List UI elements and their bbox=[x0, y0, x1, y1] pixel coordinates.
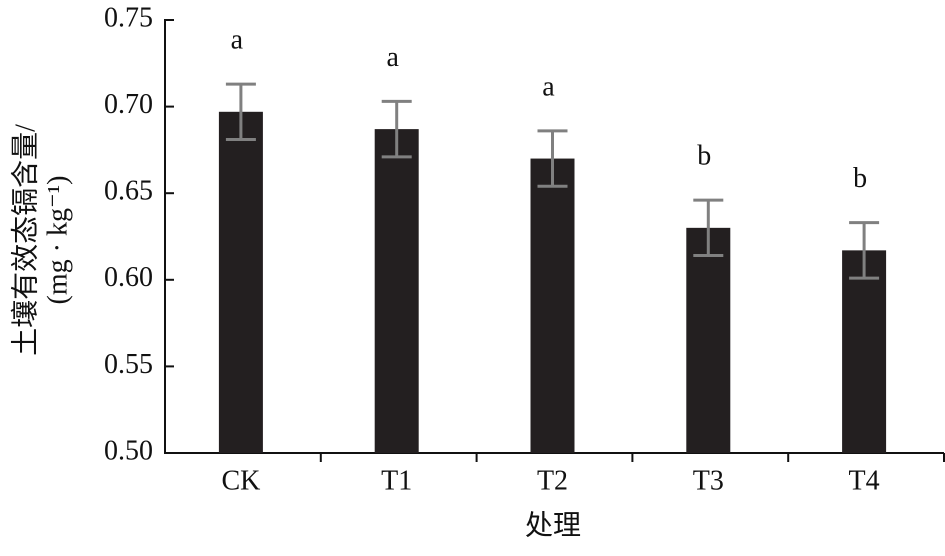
bar bbox=[218, 111, 263, 454]
y-tick-label: 0.55 bbox=[104, 349, 153, 380]
significance-letter: b bbox=[697, 141, 711, 172]
significance-letter: b bbox=[853, 163, 867, 194]
y-tick-label: 0.50 bbox=[104, 435, 153, 466]
x-tick-label: T4 bbox=[849, 465, 880, 496]
y-axis-label-line: 土壤有效态镉含量/ bbox=[9, 124, 41, 356]
significance-letter: a bbox=[231, 25, 244, 56]
y-tick-label: 0.70 bbox=[104, 89, 153, 120]
bar bbox=[374, 129, 419, 453]
x-tick-label: T1 bbox=[381, 465, 412, 496]
y-tick-label: 0.65 bbox=[104, 176, 153, 207]
y-axis-label: 土壤有效态镉含量/ (mg · kg⁻¹) bbox=[9, 124, 73, 356]
bar bbox=[686, 227, 731, 453]
x-tick-label: T2 bbox=[537, 465, 568, 496]
y-tick-label: 0.75 bbox=[104, 2, 153, 33]
y-tick-label: 0.60 bbox=[104, 262, 153, 293]
x-axis-label: 处理 bbox=[525, 509, 581, 541]
y-axis-label-line: (mg · kg⁻¹) bbox=[42, 176, 73, 305]
bar bbox=[530, 158, 575, 453]
significance-letter: a bbox=[386, 42, 399, 73]
significance-letter: a bbox=[542, 71, 555, 102]
bar bbox=[842, 250, 887, 453]
x-tick-label: T3 bbox=[693, 465, 724, 496]
x-tick-label: CK bbox=[221, 465, 260, 496]
